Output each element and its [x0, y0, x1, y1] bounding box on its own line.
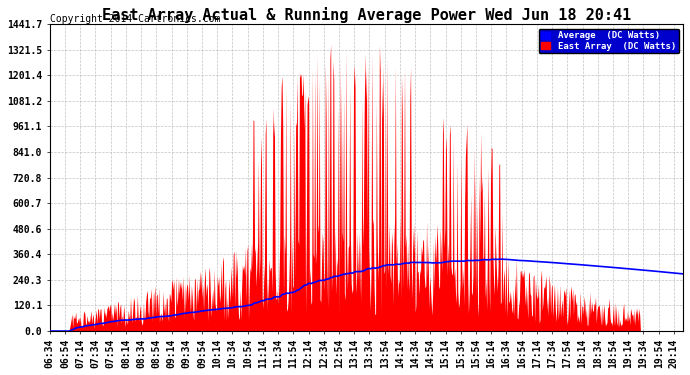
- Legend: Average  (DC Watts), East Array  (DC Watts): Average (DC Watts), East Array (DC Watts…: [539, 28, 678, 53]
- Text: Copyright 2014 Cartronics.com: Copyright 2014 Cartronics.com: [50, 14, 221, 24]
- Title: East Array Actual & Running Average Power Wed Jun 18 20:41: East Array Actual & Running Average Powe…: [102, 7, 631, 23]
